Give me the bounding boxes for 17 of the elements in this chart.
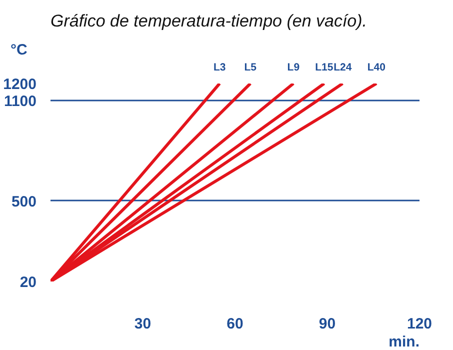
x-tick-label: 90 (318, 316, 336, 332)
x-tick-label: 60 (226, 316, 244, 332)
x-axis-title: min. (388, 334, 420, 350)
x-tick-label: 120 (406, 316, 432, 332)
series-label: L24 (334, 62, 352, 74)
y-tick-label: 1200 (3, 76, 37, 93)
x-tick-label: 30 (134, 316, 152, 332)
series-label: L15 (315, 62, 334, 74)
series-label: L3 (214, 62, 226, 74)
series-label: L40 (367, 62, 386, 74)
series-label: L5 (244, 62, 257, 74)
series-label: L9 (287, 62, 300, 74)
y-tick-label: 20 (20, 274, 37, 291)
chart-title: Gráfico de temperatura-tiempo (en vacío). (50, 12, 368, 30)
y-tick-label: 500 (11, 193, 37, 210)
y-tick-label: 1100 (4, 92, 37, 110)
y-axis-title: °C (10, 42, 28, 58)
